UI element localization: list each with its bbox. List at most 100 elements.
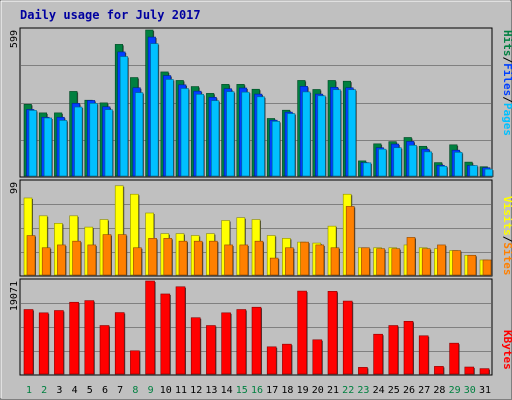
x-tick-label-day-24: 24 (373, 385, 385, 396)
bar-kbytes-day-11 (175, 286, 186, 375)
bar-kbytes-day-1 (23, 309, 34, 375)
bar-pages-day-13 (211, 100, 220, 177)
bar-kbytes-day-10 (160, 293, 171, 375)
bar-sites-day-27 (421, 248, 431, 276)
bar-pages-day-7 (119, 56, 128, 177)
bar-kbytes-day-15 (236, 309, 247, 375)
bar-pages-day-1 (28, 110, 37, 177)
bar-sites-day-6 (102, 234, 112, 276)
bar-sites-day-5 (87, 244, 97, 276)
bar-pages-day-8 (135, 92, 144, 177)
bar-kbytes-day-13 (206, 325, 216, 375)
bar-marks (23, 29, 494, 375)
bar-kbytes-day-3 (54, 310, 64, 375)
legend-sep: / (501, 236, 512, 243)
bar-kbytes-day-30 (464, 366, 475, 375)
bar-sites-day-11 (178, 240, 188, 276)
bar-sites-day-2 (41, 247, 51, 276)
bar-kbytes-day-29 (449, 342, 459, 375)
bar-kbytes-day-26 (403, 320, 414, 375)
x-tick-label-day-9: 9 (148, 385, 154, 396)
bar-kbytes-day-4 (69, 301, 79, 375)
bar-kbytes-day-14 (221, 312, 231, 375)
bar-pages-day-15 (241, 91, 250, 177)
ymax-label-kbytes-panel: 19071 (9, 281, 20, 311)
bar-sites-day-1 (26, 235, 36, 276)
bar-sites-day-3 (57, 244, 66, 276)
bar-pages-day-21 (332, 89, 341, 177)
bar-kbytes-day-16 (251, 306, 262, 375)
x-tick-label-day-17: 17 (266, 385, 278, 396)
bar-pages-day-3 (59, 120, 68, 177)
ymax-label-hits-panel: 599 (9, 30, 20, 48)
bar-pages-day-6 (104, 109, 113, 177)
x-tick-label-day-7: 7 (117, 385, 123, 396)
bar-kbytes-day-12 (190, 317, 201, 375)
x-tick-label-day-6: 6 (102, 385, 108, 396)
bar-pages-day-30 (469, 165, 478, 177)
x-tick-label-day-19: 19 (297, 385, 309, 396)
bar-kbytes-day-23 (358, 367, 368, 375)
bar-sites-day-13 (209, 240, 218, 276)
x-tick-label-day-15: 15 (236, 385, 248, 396)
bar-sites-day-25 (391, 248, 401, 276)
bar-kbytes-day-25 (388, 325, 399, 375)
bar-pages-day-19 (302, 91, 311, 177)
bar-pages-day-11 (180, 88, 189, 177)
bar-sites-day-24 (376, 248, 385, 276)
bar-pages-day-29 (454, 152, 463, 177)
chart-title: Daily usage for July 2017 (20, 8, 201, 22)
bar-pages-day-28 (439, 165, 448, 177)
bar-kbytes-day-8 (130, 350, 140, 375)
bar-kbytes-day-22 (342, 300, 353, 375)
bar-sites-day-31 (482, 259, 492, 276)
bar-pages-day-2 (43, 117, 53, 177)
x-tick-label-day-3: 3 (56, 385, 62, 396)
bar-pages-day-5 (89, 103, 98, 177)
x-tick-label-day-5: 5 (87, 385, 93, 396)
x-tick-label-day-14: 14 (221, 385, 233, 396)
bar-pages-day-12 (195, 94, 204, 177)
bar-pages-day-4 (74, 106, 83, 177)
bar-pages-day-25 (393, 147, 402, 177)
bar-pages-day-18 (287, 113, 296, 177)
legend-visits-sites: Visits/Sites (501, 196, 512, 276)
bar-kbytes-day-17 (266, 346, 277, 375)
legend-files: Files (501, 63, 512, 96)
ymax-label-visits-panel: 99 (9, 182, 20, 194)
x-tick-label-day-27: 27 (418, 385, 430, 396)
bar-kbytes-day-21 (327, 291, 338, 375)
bar-sites-day-10 (163, 238, 173, 276)
x-tick-label-day-2: 2 (41, 385, 47, 396)
bar-sites-day-26 (406, 237, 416, 276)
x-tick-label-day-28: 28 (433, 385, 445, 396)
bar-sites-day-12 (193, 240, 203, 276)
x-tick-label-day-23: 23 (357, 385, 369, 396)
bar-pages-day-26 (408, 144, 417, 177)
x-tick-label-day-12: 12 (190, 385, 202, 396)
bar-pages-day-23 (363, 162, 372, 177)
x-tick-label-day-20: 20 (312, 385, 324, 396)
bar-sites-day-22 (345, 206, 355, 276)
legend-pages: Pages (501, 103, 512, 136)
bar-kbytes-day-24 (373, 333, 383, 375)
x-tick-label-day-29: 29 (449, 385, 461, 396)
legend-visits: Visits (501, 196, 512, 236)
bar-pages-day-20 (317, 95, 326, 177)
x-tick-labels: 1 2 3 4 5 6 7 8 9 10 11 12 13 14 15 16 17 18 19 20 21 22 23 24 2… (26, 385, 491, 396)
bar-kbytes-day-18 (282, 343, 292, 375)
bar-kbytes-day-6 (99, 325, 110, 375)
x-tick-label-day-25: 25 (388, 385, 400, 396)
bar-kbytes-day-28 (434, 366, 444, 375)
bar-kbytes-day-9 (145, 280, 155, 375)
bar-pages-day-16 (256, 96, 265, 177)
bar-sites-day-7 (117, 234, 127, 276)
bar-pages-day-27 (423, 151, 433, 177)
bar-pages-day-10 (165, 79, 174, 177)
bar-sites-day-29 (452, 250, 461, 276)
bar-kbytes-day-7 (114, 312, 125, 375)
bar-kbytes-day-2 (38, 312, 49, 375)
bar-pages-day-14 (226, 91, 235, 177)
bar-kbytes-day-5 (84, 300, 95, 375)
